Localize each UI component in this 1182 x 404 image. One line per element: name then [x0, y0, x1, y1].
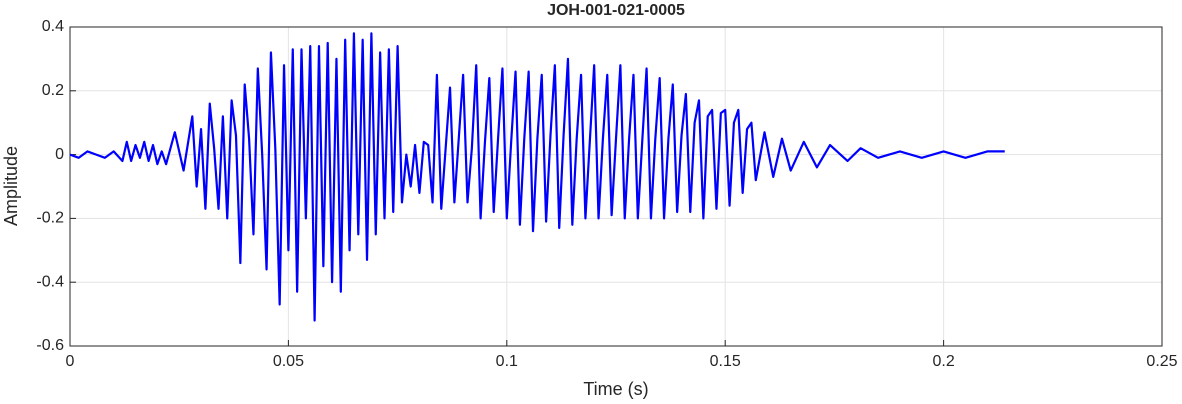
y-axis-label: Amplitude	[1, 146, 21, 226]
chart-title: JOH-001-021-0005	[547, 2, 685, 19]
x-tick-label: 0.2	[932, 353, 954, 370]
x-tick-label: 0.1	[496, 353, 518, 370]
x-tick-label: 0.05	[273, 353, 304, 370]
plot-area	[70, 27, 1162, 346]
x-tick-label: 0	[66, 353, 75, 370]
plot-frame	[69, 26, 1163, 347]
y-tick-label: 0.4	[42, 18, 64, 35]
y-tick-label: 0	[55, 146, 64, 163]
y-tick-label: 0.2	[42, 82, 64, 99]
x-axis-label: Time (s)	[583, 379, 648, 399]
y-tick-label: -0.6	[36, 337, 64, 354]
x-tick-label: 0.15	[710, 353, 741, 370]
y-tick-label: -0.2	[36, 210, 64, 227]
x-tick-label: 0.25	[1146, 353, 1177, 370]
waveform-line	[69, 32, 1005, 322]
y-tick-label: -0.4	[36, 273, 64, 290]
